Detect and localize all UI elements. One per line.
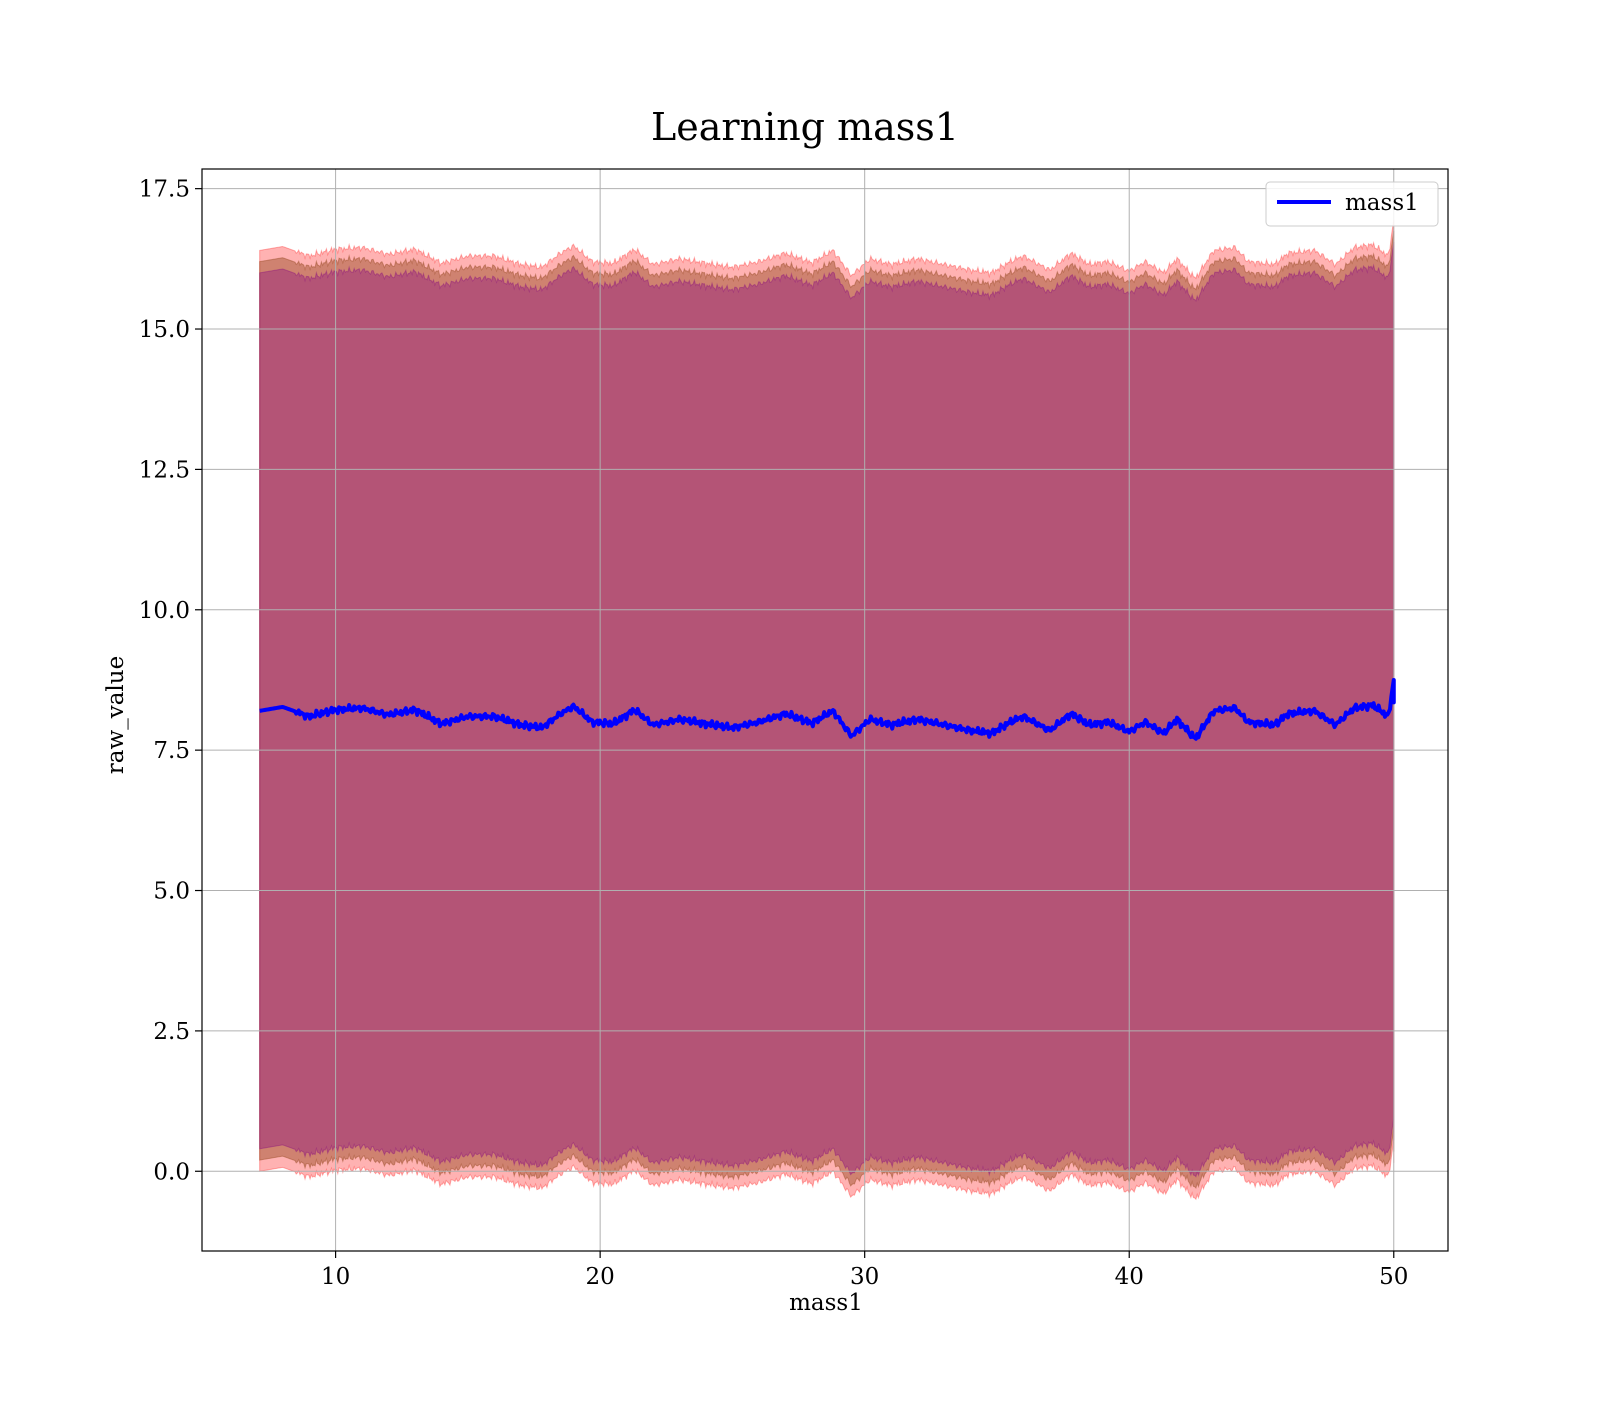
y-tick-label: 12.5 [139, 457, 190, 483]
axis-ticks: 10 20 30 40 50 0.0 2.5 5.0 7.5 10.0 12.5 15.0 17.5 [139, 177, 1409, 1290]
x-tick-label: 20 [585, 1264, 614, 1290]
plot-frame [201, 168, 1449, 1252]
legend: mass1 [1265, 181, 1439, 227]
x-tick-label: 10 [321, 1264, 350, 1290]
chart-title: Learning mass1 [651, 105, 959, 149]
series-line-mass1 [258, 677, 1396, 741]
y-tick-label: 2.5 [153, 1019, 190, 1045]
x-axis-label: mass1 [789, 1290, 863, 1316]
y-tick-label: 15.0 [139, 317, 190, 343]
x-tick-label: 40 [1115, 1264, 1144, 1290]
y-tick-label: 5.0 [153, 879, 190, 905]
y-tick-label: 10.0 [139, 598, 190, 624]
series-lines [258, 677, 1396, 741]
x-tick-label: 30 [850, 1264, 879, 1290]
grid [202, 169, 1448, 1251]
confidence-bands [259, 219, 1395, 1201]
legend-box [1265, 181, 1439, 227]
y-tick-label: 17.5 [139, 177, 190, 203]
y-tick-label: 0.0 [153, 1159, 190, 1185]
y-axis-label: raw_value [103, 656, 129, 774]
y-tick-label: 7.5 [153, 738, 190, 764]
legend-label: mass1 [1345, 190, 1419, 216]
x-tick-label: 50 [1379, 1264, 1408, 1290]
